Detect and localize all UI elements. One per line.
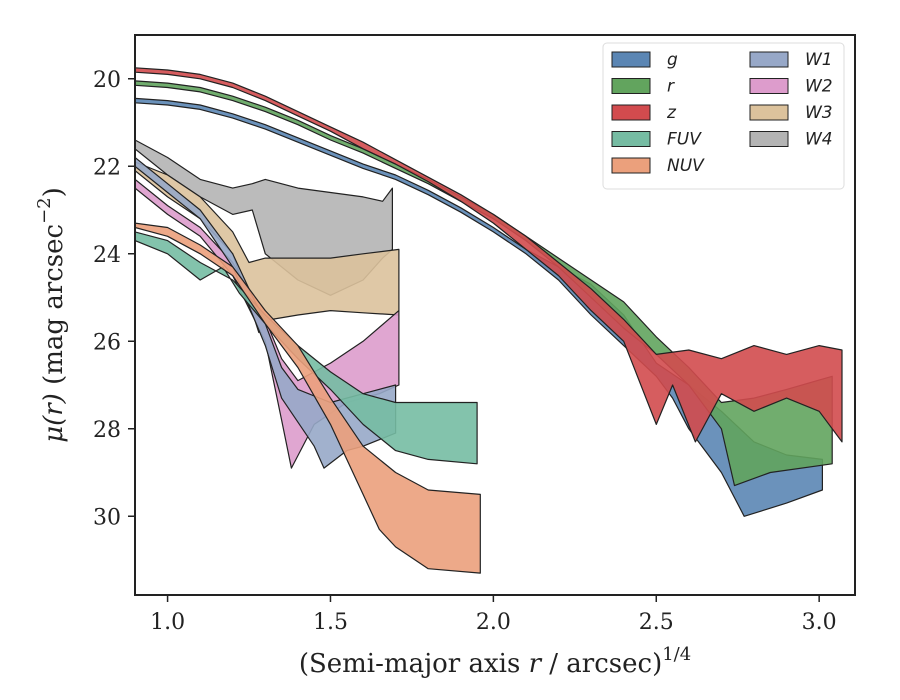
legend-label-w2: W2 (805, 77, 833, 97)
x-axis-ticks: 1.0 1.5 2.0 2.5 3.0 (150, 595, 837, 635)
x-tick-label: 2.0 (476, 610, 511, 635)
y-axis-ticks: 20 22 24 26 28 30 (93, 68, 135, 530)
x-tick-label: 1.0 (150, 610, 185, 635)
x-tick-label: 1.5 (313, 610, 348, 635)
y-tick-label: 22 (93, 155, 121, 180)
legend-label-w3: W3 (805, 103, 833, 123)
y-axis-label: μ(r) (mag arcsec−2) (34, 187, 69, 443)
legend-swatch-w2 (749, 78, 789, 94)
legend-label-g: g (667, 50, 678, 70)
legend-label-fuv: FUV (667, 130, 702, 150)
y-tick-label: 26 (93, 330, 121, 355)
band-nuv (135, 222, 481, 574)
legend-label-r: r (667, 77, 675, 97)
y-tick-label: 28 (93, 418, 121, 443)
legend-label-nuv: NUV (667, 156, 705, 176)
x-tick-label: 2.5 (639, 610, 674, 635)
x-axis-label: (Semi-major axis r / arcsec)1/4 (299, 644, 691, 679)
band-w4 (135, 139, 393, 296)
legend-swatch-w4 (749, 131, 789, 147)
legend: grz FUV NUV W1 W2 W3 W4 (602, 42, 845, 190)
legend-swatch-nuv (611, 157, 651, 174)
band-z (135, 67, 843, 443)
legend-swatch-w3 (749, 104, 789, 121)
legend-label-z: z (666, 103, 677, 123)
plot-frame (134, 34, 856, 596)
y-tick-label: 30 (93, 505, 121, 530)
y-tick-label: 24 (93, 243, 121, 268)
y-tick-label: 20 (93, 68, 121, 93)
profile-bands (135, 67, 843, 574)
legend-swatch-g (611, 51, 651, 68)
legend-swatch-r (611, 78, 651, 94)
legend-swatch-w1 (749, 51, 789, 68)
legend-swatch-fuv (611, 131, 651, 147)
legend-label-w1: W1 (805, 50, 833, 70)
legend-label-w4: W4 (805, 130, 833, 150)
legend-swatch-z (611, 104, 651, 121)
x-tick-label: 3.0 (802, 610, 837, 635)
